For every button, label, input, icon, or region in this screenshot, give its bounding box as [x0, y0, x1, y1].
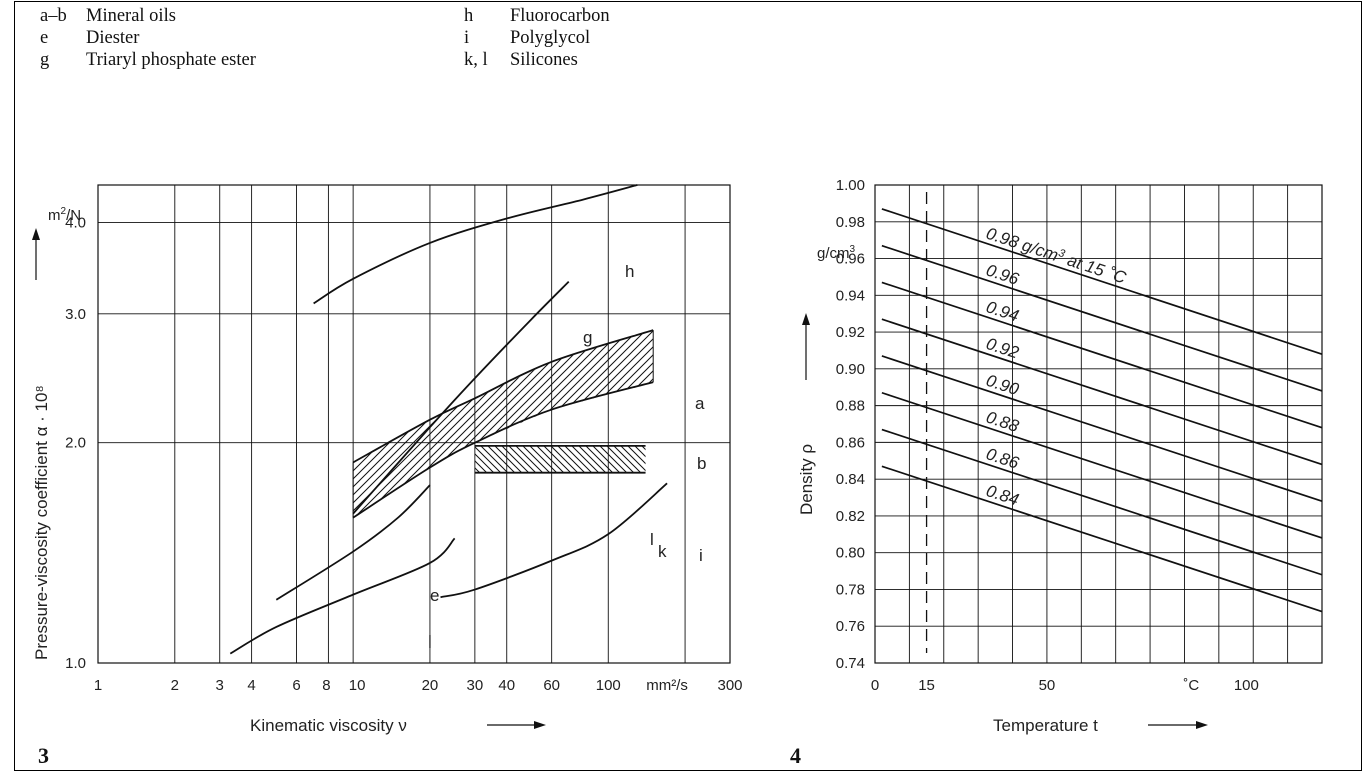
y-axis-arrowhead	[32, 228, 40, 240]
curve-g	[352, 281, 570, 515]
x-tick-label: 100	[596, 677, 621, 694]
y-tick-label: 0.82	[836, 508, 865, 525]
y-axis-label: Pressure-viscosity coefficient α · 10⁸	[32, 385, 51, 660]
x-tick-label: 30	[467, 677, 484, 694]
y-unit-part: g/cm	[817, 245, 850, 262]
figure-number-right: 4	[790, 743, 801, 768]
x-tick-label: 50	[1039, 677, 1056, 694]
density-line	[881, 428, 1323, 576]
y-tick-label: 0.96	[836, 251, 865, 268]
legend-key: h	[464, 6, 474, 26]
y-tick-label: 0.76	[836, 618, 865, 635]
y-unit-label: g/cm3	[817, 244, 856, 262]
density-line	[881, 244, 1323, 392]
y-tick-label: 0.92	[836, 324, 865, 341]
legend-key: e	[40, 28, 49, 48]
figure-number-left: 3	[38, 743, 49, 768]
density-line	[881, 391, 1323, 539]
x-axis-label: Kinematic viscosity ν	[250, 716, 407, 735]
curve-extension	[275, 484, 431, 601]
curve-label-h: h	[625, 262, 634, 281]
x-tick-label: 20	[422, 677, 439, 694]
x-tick-label: 0	[871, 677, 879, 694]
figure-frame	[14, 1, 1362, 771]
y-tick-label: 0.90	[836, 361, 865, 378]
curve-e	[229, 537, 456, 655]
curve-label-k: k	[658, 542, 667, 561]
y-tick-label: 4.0	[65, 214, 86, 231]
y-tick-label: 0.86	[836, 434, 865, 451]
curve-a	[352, 329, 654, 464]
x-tick-label: ˚C	[1183, 677, 1199, 694]
x-tick-label: 300	[717, 677, 742, 694]
density-line	[881, 281, 1323, 429]
y-axis-label-group: Pressure-viscosity coefficient α · 10⁸	[32, 385, 51, 660]
x-tick-label: 40	[498, 677, 515, 694]
y-tick-label: 0.74	[836, 655, 865, 672]
curve-h	[313, 184, 638, 305]
x-tick-label: 2	[171, 677, 179, 694]
legend-name: Triaryl phosphate ester	[86, 50, 256, 70]
density-line	[881, 355, 1323, 503]
legend-key: k, l	[464, 50, 488, 70]
x-tick-label: 10	[349, 677, 366, 694]
x-axis-arrowhead	[534, 721, 546, 729]
y-tick-label: 0.80	[836, 545, 865, 562]
y-tick-label: 2.0	[65, 435, 86, 452]
curve-label-g: g	[583, 328, 592, 347]
y-axis-arrowhead	[802, 313, 810, 325]
legend-name: Polyglycol	[510, 28, 591, 48]
x-axis-label: Temperature t	[993, 716, 1098, 735]
x-tick-label: 1	[94, 677, 102, 694]
x-axis-arrowhead	[1196, 721, 1208, 729]
legend-name: Diester	[86, 28, 140, 48]
y-unit-part: 2	[61, 206, 67, 217]
curve-b	[352, 381, 654, 519]
y-tick-label: 1.0	[65, 655, 86, 672]
legend-name: Mineral oils	[86, 6, 176, 26]
y-tick-label: 3.0	[65, 306, 86, 323]
y-unit-part: /N	[66, 207, 81, 224]
y-tick-label: 0.84	[836, 471, 865, 488]
x-tick-label: 15	[918, 677, 935, 694]
legend-key: i	[464, 28, 470, 48]
legend-key: g	[40, 50, 50, 70]
x-tick-label: 100	[1234, 677, 1259, 694]
y-tick-label: 0.98	[836, 214, 865, 231]
silicone-band	[474, 445, 646, 473]
legend-key: a–b	[40, 6, 67, 26]
y-axis-label: Density ρ	[797, 444, 816, 515]
x-tick-label: 6	[292, 677, 300, 694]
curve-label-i: i	[699, 546, 703, 565]
curve-label-l: l	[650, 530, 654, 549]
y-tick-label: 0.94	[836, 287, 865, 304]
y-tick-label: 0.78	[836, 581, 865, 598]
y-unit-part: 3	[850, 244, 856, 255]
plot-frame	[97, 184, 731, 664]
x-tick-label: 8	[322, 677, 330, 694]
plot-frame	[874, 184, 1323, 664]
y-tick-label: 1.00	[836, 177, 865, 194]
y-unit-label: m2/N	[48, 206, 81, 224]
legend-name: Fluorocarbon	[510, 6, 610, 26]
density-line	[881, 465, 1323, 613]
label-part: 3	[1057, 247, 1067, 261]
curve-label-a: a	[695, 394, 705, 413]
density-line	[881, 318, 1323, 466]
x-tick-label: 60	[543, 677, 560, 694]
x-tick-label: 3	[216, 677, 224, 694]
curve-i	[440, 482, 668, 599]
x-tick-label: 4	[247, 677, 255, 694]
legend-name: Silicones	[510, 50, 578, 70]
y-tick-label: 0.88	[836, 398, 865, 415]
x-tick-label: mm²/s	[646, 677, 688, 694]
y-unit-part: m	[48, 207, 61, 224]
mineral-oil-band	[353, 330, 654, 518]
curve-label-e: e	[430, 586, 439, 605]
curve-label-b: b	[697, 454, 706, 473]
y-axis-label-group: Density ρ	[797, 444, 816, 515]
density-line	[881, 208, 1323, 355]
